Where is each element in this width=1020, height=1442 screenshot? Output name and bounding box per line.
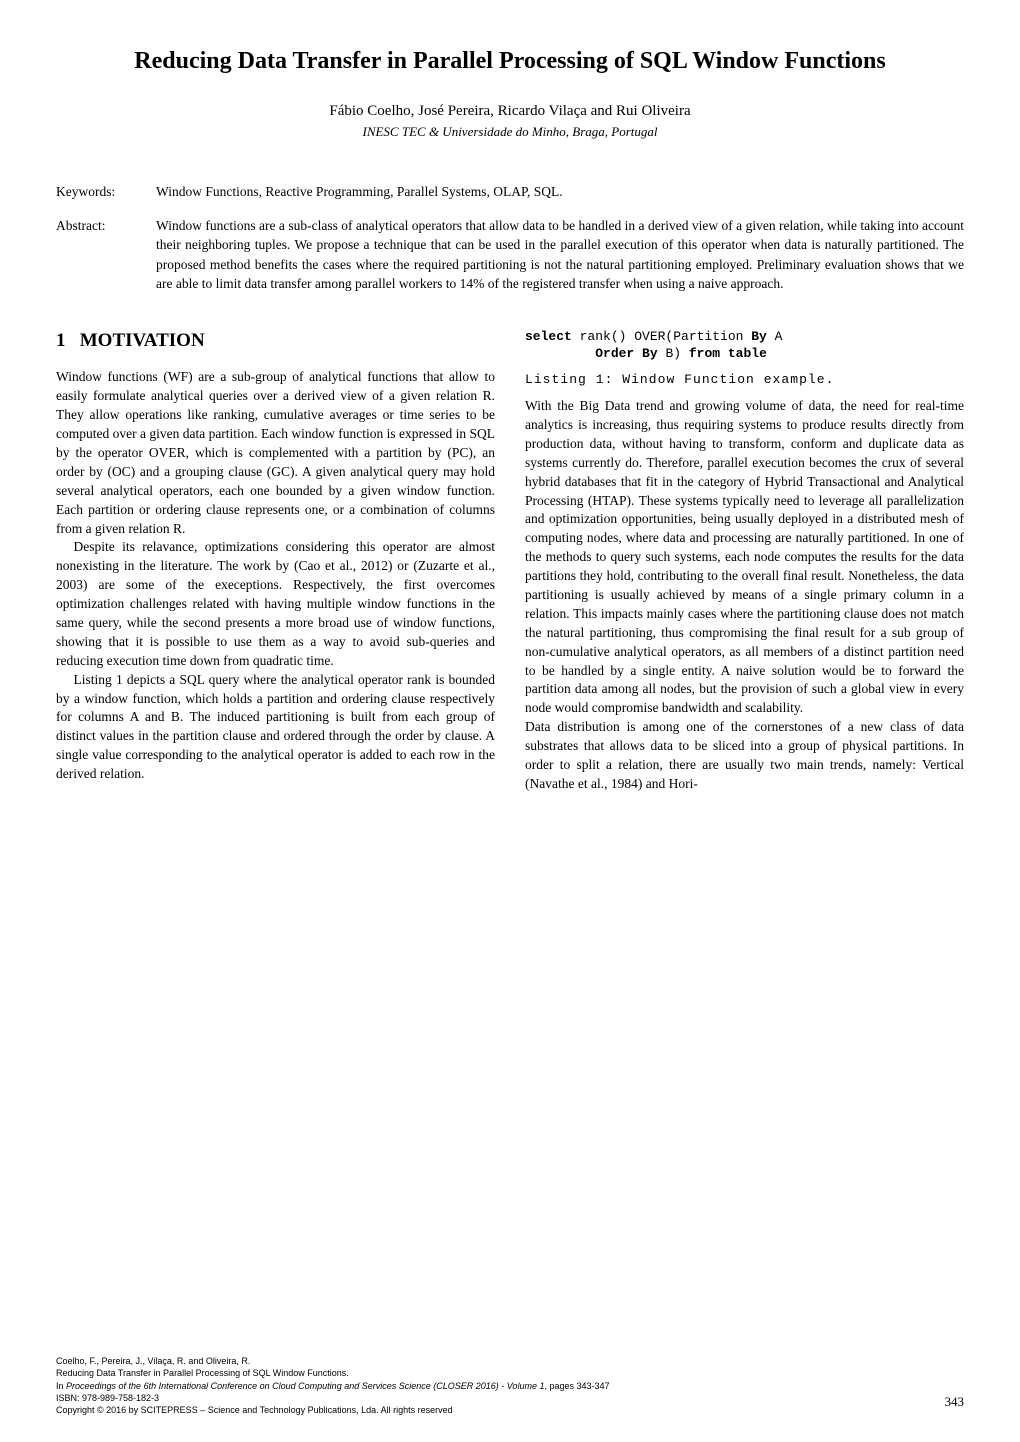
right-para-2: Data distribution is among one of the co…	[525, 718, 964, 794]
section-title: MOTIVATION	[80, 330, 205, 351]
left-para-3: Listing 1 depicts a SQL query where the …	[56, 671, 495, 784]
two-column-body: 1 MOTIVATION Window functions (WF) are a…	[56, 328, 964, 794]
section-1-heading: 1 MOTIVATION	[56, 328, 495, 355]
listing-caption: Listing 1: Window Function example.	[525, 371, 964, 389]
footer-isbn: ISBN: 978-989-758-182-3	[56, 1392, 610, 1404]
footer-proceedings: In Proceedings of the 6th International …	[56, 1380, 610, 1392]
abstract-label: Abstract:	[56, 216, 156, 294]
left-para-1: Window functions (WF) are a sub-group of…	[56, 368, 495, 538]
keywords-text: Window Functions, Reactive Programming, …	[156, 182, 964, 202]
abstract-block: Abstract: Window functions are a sub-cla…	[56, 216, 964, 294]
footer-block: Coelho, F., Pereira, J., Vilaça, R. and …	[56, 1355, 610, 1416]
abstract-text: Window functions are a sub-class of anal…	[156, 216, 964, 294]
left-column: 1 MOTIVATION Window functions (WF) are a…	[56, 328, 495, 794]
keywords-block: Keywords: Window Functions, Reactive Pro…	[56, 182, 964, 202]
left-para-2: Despite its relavance, optimizations con…	[56, 538, 495, 670]
footer-copyright: Copyright © 2016 by SCITEPRESS – Science…	[56, 1404, 610, 1416]
paper-title: Reducing Data Transfer in Parallel Proce…	[56, 48, 964, 75]
footer-authors: Coelho, F., Pereira, J., Vilaça, R. and …	[56, 1355, 610, 1367]
right-para-1: With the Big Data trend and growing volu…	[525, 397, 964, 718]
section-number: 1	[56, 330, 66, 351]
footer-title: Reducing Data Transfer in Parallel Proce…	[56, 1367, 610, 1379]
page-number: 343	[945, 1394, 965, 1410]
keywords-label: Keywords:	[56, 182, 156, 202]
code-listing-1: select rank() OVER(Partition By A Order …	[525, 328, 964, 363]
authors: Fábio Coelho, José Pereira, Ricardo Vila…	[56, 103, 964, 120]
affiliation: INESC TEC & Universidade do Minho, Braga…	[56, 124, 964, 140]
right-column: select rank() OVER(Partition By A Order …	[525, 328, 964, 794]
